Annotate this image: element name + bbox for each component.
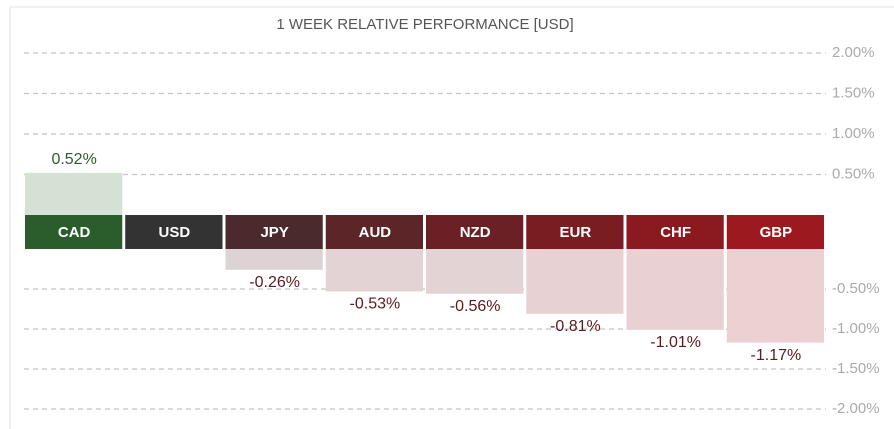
category-box: [225, 215, 323, 249]
category-box: [426, 215, 524, 249]
y-tick-label: -1.00%: [832, 320, 880, 337]
bar: [325, 249, 423, 292]
category-label: AUD: [359, 224, 392, 241]
value-label: 0.52%: [51, 151, 96, 168]
y-tick-label: -0.50%: [832, 280, 880, 297]
bar: [426, 249, 524, 294]
y-tick-label: 1.50%: [832, 84, 875, 101]
y-tick-label: 2.00%: [832, 44, 875, 61]
y-tick-label: -1.50%: [832, 360, 880, 377]
bar: [225, 249, 323, 270]
category-box: [626, 215, 724, 249]
category-box: [726, 215, 824, 249]
category-label: NZD: [460, 224, 491, 241]
category-box: [526, 215, 624, 249]
value-label: -0.81%: [550, 318, 601, 335]
bar: [526, 249, 624, 314]
category-label: EUR: [560, 224, 592, 241]
bar: [726, 249, 824, 343]
value-label: -0.26%: [249, 274, 300, 291]
y-tick-label: 1.00%: [832, 125, 875, 142]
category-box: [325, 215, 423, 249]
category-box: [25, 215, 123, 249]
category-label: USD: [159, 224, 191, 241]
value-label: -1.01%: [650, 334, 701, 351]
y-tick-label: 0.50%: [832, 165, 875, 182]
category-box: [125, 215, 223, 249]
category-label: JPY: [260, 224, 288, 241]
y-tick-label: -2.00%: [832, 400, 880, 417]
value-label: -0.53%: [350, 296, 401, 313]
value-label: -1.17%: [751, 347, 802, 364]
chart-title: 1 WEEK RELATIVE PERFORMANCE [USD]: [276, 16, 573, 33]
bar: [25, 172, 123, 215]
category-label: CHF: [660, 224, 691, 241]
category-label: CAD: [58, 224, 91, 241]
category-label: GBP: [760, 224, 793, 241]
value-label: -0.56%: [450, 298, 501, 315]
bar: [626, 249, 724, 330]
